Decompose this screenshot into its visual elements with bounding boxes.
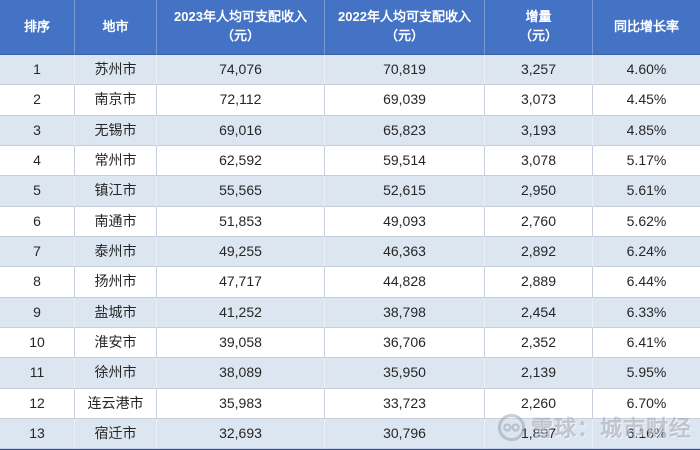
cell-rank: 8	[0, 267, 75, 298]
cell-increase: 2,260	[485, 388, 593, 420]
cell-increase: 1,897	[485, 419, 593, 450]
cell-income-2022: 59,514	[325, 146, 485, 177]
cell-city: 徐州市	[75, 358, 157, 389]
column-header-city: 地市	[75, 0, 157, 55]
cell-rank: 2	[0, 85, 75, 116]
column-header-income-2023: 2023年人均可支配收入 （元）	[157, 0, 325, 55]
column-header-increase: 增量 （元）	[485, 0, 593, 55]
column-header-rank: 排序	[0, 0, 75, 55]
cell-growth-rate: 6.41%	[593, 328, 700, 359]
cell-increase: 3,073	[485, 85, 593, 116]
cell-income-2023: 62,592	[157, 146, 325, 177]
cell-increase: 3,257	[485, 55, 593, 86]
cell-income-2022: 38,798	[325, 297, 485, 329]
cell-income-2022: 65,823	[325, 115, 485, 147]
cell-rank: 3	[0, 115, 75, 147]
cell-growth-rate: 6.44%	[593, 267, 700, 298]
cell-growth-rate: 4.45%	[593, 85, 700, 116]
cell-income-2023: 51,853	[157, 206, 325, 238]
cell-city: 南通市	[75, 206, 157, 238]
cell-income-2023: 47,717	[157, 267, 325, 298]
cell-income-2022: 69,039	[325, 85, 485, 116]
cell-rank: 9	[0, 297, 75, 329]
cell-increase: 2,352	[485, 328, 593, 359]
cell-city: 盐城市	[75, 297, 157, 329]
cell-growth-rate: 5.95%	[593, 358, 700, 389]
cell-growth-rate: 6.33%	[593, 297, 700, 329]
cell-growth-rate: 4.60%	[593, 55, 700, 86]
cell-growth-rate: 6.16%	[593, 419, 700, 450]
cell-city: 常州市	[75, 146, 157, 177]
cell-increase: 2,892	[485, 237, 593, 268]
cell-city: 镇江市	[75, 176, 157, 207]
cell-income-2023: 72,112	[157, 85, 325, 116]
cell-growth-rate: 6.70%	[593, 388, 700, 420]
cell-rank: 7	[0, 237, 75, 268]
cell-income-2022: 49,093	[325, 206, 485, 238]
cell-rank: 4	[0, 146, 75, 177]
cell-income-2022: 70,819	[325, 55, 485, 86]
cell-city: 泰州市	[75, 237, 157, 268]
cell-city: 宿迁市	[75, 419, 157, 450]
cell-income-2022: 46,363	[325, 237, 485, 268]
cell-income-2022: 30,796	[325, 419, 485, 450]
cell-rank: 11	[0, 358, 75, 389]
cell-rank: 12	[0, 388, 75, 420]
cell-income-2022: 33,723	[325, 388, 485, 420]
cell-income-2023: 55,565	[157, 176, 325, 207]
cell-city: 南京市	[75, 85, 157, 116]
cell-income-2023: 38,089	[157, 358, 325, 389]
cell-increase: 3,193	[485, 115, 593, 147]
cell-increase: 3,078	[485, 146, 593, 177]
cell-income-2023: 35,983	[157, 388, 325, 420]
cell-income-2022: 36,706	[325, 328, 485, 359]
cell-income-2023: 74,076	[157, 55, 325, 86]
cell-increase: 2,454	[485, 297, 593, 329]
cell-city: 连云港市	[75, 388, 157, 420]
cell-growth-rate: 6.24%	[593, 237, 700, 268]
column-header-growth-rate: 同比增长率	[593, 0, 700, 55]
cell-increase: 2,889	[485, 267, 593, 298]
cell-income-2023: 41,252	[157, 297, 325, 329]
cell-income-2022: 52,615	[325, 176, 485, 207]
cell-rank: 1	[0, 55, 75, 86]
cell-rank: 13	[0, 419, 75, 450]
cell-income-2022: 44,828	[325, 267, 485, 298]
cell-increase: 2,139	[485, 358, 593, 389]
cell-rank: 6	[0, 206, 75, 238]
cell-city: 无锡市	[75, 115, 157, 147]
cell-income-2022: 35,950	[325, 358, 485, 389]
cell-income-2023: 32,693	[157, 419, 325, 450]
cell-growth-rate: 5.61%	[593, 176, 700, 207]
cell-income-2023: 49,255	[157, 237, 325, 268]
cell-rank: 10	[0, 328, 75, 359]
cell-income-2023: 39,058	[157, 328, 325, 359]
cell-growth-rate: 4.85%	[593, 115, 700, 147]
cell-city: 苏州市	[75, 55, 157, 86]
cell-increase: 2,760	[485, 206, 593, 238]
column-header-income-2022: 2022年人均可支配收入 （元）	[325, 0, 485, 55]
cell-increase: 2,950	[485, 176, 593, 207]
cell-growth-rate: 5.17%	[593, 146, 700, 177]
cell-city: 扬州市	[75, 267, 157, 298]
cell-rank: 5	[0, 176, 75, 207]
cell-city: 淮安市	[75, 328, 157, 359]
cell-income-2023: 69,016	[157, 115, 325, 147]
cell-growth-rate: 5.62%	[593, 206, 700, 238]
